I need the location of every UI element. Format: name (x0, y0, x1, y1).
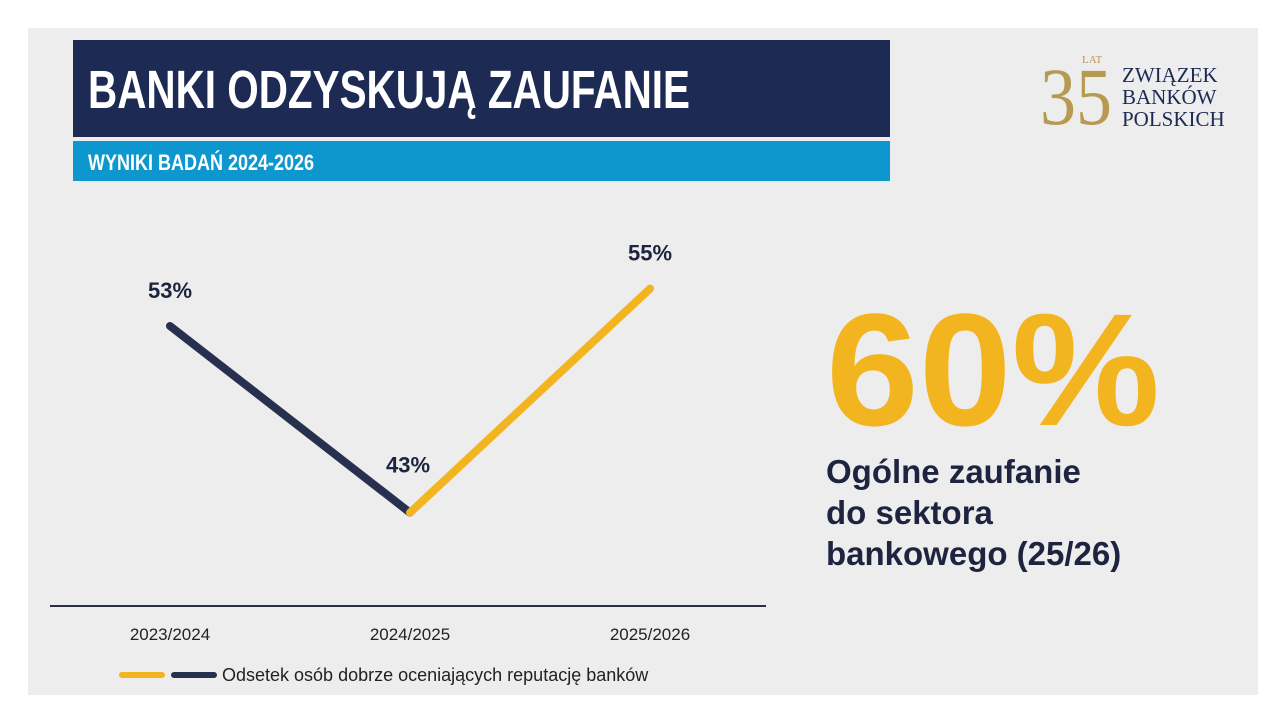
logo-text: POLSKICH (1122, 107, 1225, 131)
highlight-text: bankowego (25/26) (826, 535, 1121, 572)
data-label: 43% (386, 453, 430, 478)
subtitle-band (73, 141, 890, 181)
logo-number: 35 (1040, 51, 1112, 142)
title: BANKI ODZYSKUJĄ ZAUFANIE (88, 60, 690, 120)
data-label: 53% (148, 278, 192, 303)
title-band (73, 40, 890, 137)
x-tick-label: 2025/2026 (610, 625, 690, 644)
logo-text: ZWIĄZEK (1122, 63, 1218, 87)
line-segment (406, 284, 654, 517)
highlight-text: do sektora (826, 494, 994, 531)
line-segment (166, 322, 414, 517)
panel (28, 28, 1258, 695)
data-label: 55% (628, 241, 672, 266)
subtitle: WYNIKI BADAŃ 2024-2026 (88, 150, 314, 175)
x-tick-label: 2024/2025 (370, 625, 450, 644)
x-tick-label: 2023/2024 (130, 625, 210, 644)
highlight-text: Ogólne zaufanie (826, 453, 1081, 490)
logo-text: BANKÓW (1122, 85, 1217, 109)
highlight-value: 60% (826, 280, 1160, 459)
legend-label: Odsetek osób dobrze oceniających reputac… (222, 665, 649, 685)
logo-years: LAT (1082, 54, 1102, 66)
